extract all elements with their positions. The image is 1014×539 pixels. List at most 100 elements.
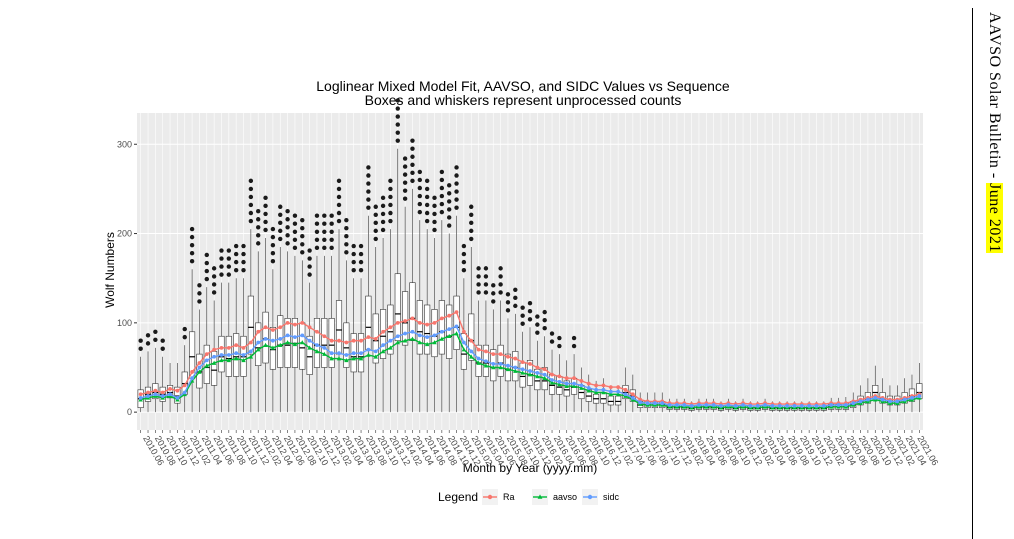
outlier-point [233, 251, 239, 257]
series-point-sidc [190, 376, 194, 381]
series-point-Ra [337, 338, 341, 343]
box [335, 300, 343, 355]
series-point-Ra [506, 354, 510, 359]
outlier-point [344, 217, 349, 223]
outlier-point [307, 264, 312, 269]
series-point-sidc [248, 349, 253, 354]
outlier-point [432, 203, 437, 209]
series-point-sidc [741, 403, 745, 407]
outlier-point [189, 226, 195, 232]
outlier-point [417, 177, 423, 183]
outlier-point [145, 341, 151, 346]
series-point-Ra [307, 325, 312, 330]
outlier-point [549, 331, 555, 336]
outlier-point [138, 338, 143, 343]
outlier-point [424, 202, 430, 208]
series-point-Ra [454, 310, 459, 315]
series-point-sidc [638, 400, 643, 405]
series-point-Ra [579, 378, 584, 383]
series-point-sidc [873, 395, 878, 400]
series-point-sidc [895, 399, 900, 404]
y-tick-label: 100 [117, 318, 132, 328]
outlier-point [439, 177, 445, 183]
series-point-sidc [733, 403, 738, 408]
outlier-point [307, 256, 312, 261]
outlier-point [358, 243, 364, 249]
outlier-point [182, 326, 187, 332]
outlier-point [256, 233, 261, 238]
series-point-Ra [204, 352, 209, 356]
outlier-point [336, 218, 342, 224]
series-point-Ra [417, 320, 422, 325]
series-point-sidc [506, 363, 510, 368]
outlier-point [366, 165, 371, 170]
outlier-point [476, 274, 481, 279]
series-point-Ra [138, 392, 143, 397]
series-point-sidc [623, 392, 628, 397]
series-point-Ra [564, 376, 569, 381]
outlier-point [520, 321, 525, 326]
series-point-aavso [402, 338, 408, 343]
outlier-point [388, 218, 393, 224]
legend-label: aavso [553, 492, 577, 502]
outlier-point [256, 241, 261, 246]
box [394, 273, 401, 342]
outlier-point [211, 282, 217, 287]
series-point-Ra [461, 329, 466, 334]
series-point-sidc [153, 392, 158, 397]
series-point-Ra [498, 352, 503, 356]
series-point-sidc [146, 394, 150, 398]
series-point-aavso [571, 383, 577, 389]
outlier-point [270, 259, 276, 264]
outlier-point [138, 346, 143, 351]
outlier-point [263, 227, 268, 233]
outlier-point [483, 282, 489, 287]
outlier-point [410, 138, 415, 143]
outlier-point [336, 202, 342, 208]
outlier-point [417, 169, 423, 175]
outlier-point [189, 242, 195, 248]
series-point-Ra [256, 329, 261, 334]
outlier-point [469, 236, 474, 242]
outlier-point [248, 178, 254, 184]
outlier-point [292, 213, 298, 218]
outlier-point [263, 219, 268, 225]
series-point-sidc [293, 335, 297, 340]
series-point-sidc [160, 394, 165, 398]
series-point-sidc [579, 383, 584, 388]
box [277, 315, 284, 368]
series-point-Ra [388, 325, 393, 330]
outlier-point [439, 209, 445, 215]
series-point-sidc [836, 403, 841, 407]
outlier-point [292, 237, 298, 242]
outlier-point [182, 334, 187, 340]
outlier-point [300, 242, 305, 247]
outlier-point [256, 209, 261, 214]
outlier-point [204, 276, 209, 282]
series-point-sidc [410, 329, 415, 334]
outlier-point [439, 193, 445, 199]
outlier-point [446, 215, 452, 220]
series-point-sidc [682, 403, 687, 407]
series-point-sidc [461, 340, 466, 345]
series-point-aavso [476, 360, 481, 365]
outlier-point [410, 170, 415, 176]
outlier-point [402, 180, 408, 185]
outlier-point [285, 217, 290, 222]
outlier-point [520, 313, 525, 318]
series-point-aavso [424, 341, 430, 347]
series-point-aavso [388, 345, 393, 350]
outlier-point [491, 291, 496, 296]
outlier-point [542, 317, 547, 323]
y-tick-label: 0 [127, 407, 132, 417]
series-point-sidc [388, 338, 393, 343]
outlier-point [417, 185, 423, 191]
series-point-aavso [285, 340, 290, 345]
outlier-point [263, 203, 268, 209]
box [306, 335, 313, 375]
outlier-point [373, 228, 378, 234]
outlier-point [454, 181, 459, 186]
series-point-sidc [564, 381, 569, 386]
series-point-aavso [454, 331, 459, 336]
series-point-aavso [469, 354, 474, 359]
